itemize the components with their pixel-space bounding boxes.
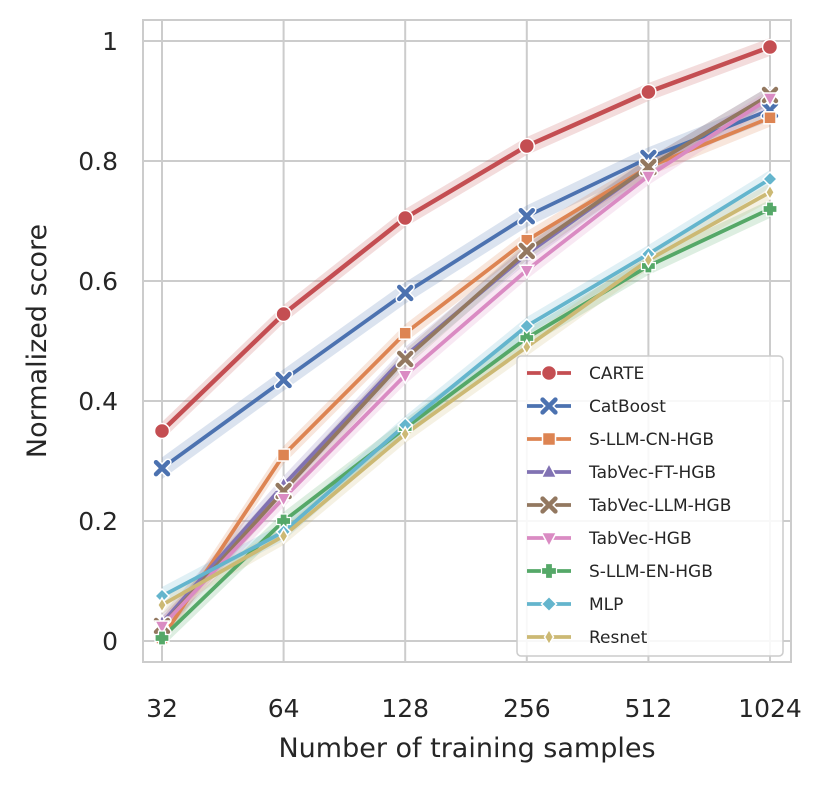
x-marker-stroke <box>540 397 558 415</box>
data-point <box>517 206 537 226</box>
data-point <box>643 251 654 269</box>
x-tick-label: 256 <box>503 694 551 723</box>
data-point <box>761 92 779 108</box>
x-tick-label: 128 <box>381 694 429 723</box>
series-line <box>160 115 772 640</box>
data-point <box>540 531 558 549</box>
data-point <box>152 458 172 478</box>
legend-label: S-LLM-EN-HGB <box>589 562 713 582</box>
data-point <box>762 201 778 217</box>
x-marker-stroke <box>518 208 535 225</box>
legend-label: CARTE <box>589 364 644 384</box>
legend-label: TabVec-LLM-HGB <box>588 496 731 516</box>
data-point <box>540 562 558 580</box>
x-marker-stroke <box>275 371 292 389</box>
data-point <box>273 370 294 390</box>
data-point <box>400 425 411 443</box>
x-tick-label: 32 <box>146 694 178 723</box>
data-point <box>540 461 558 479</box>
confidence-band <box>162 38 770 440</box>
data-point <box>543 628 555 646</box>
data-point <box>640 83 657 101</box>
data-point <box>395 283 415 303</box>
data-point <box>154 630 170 646</box>
x-tick-label: 512 <box>625 694 673 723</box>
data-point <box>521 338 532 356</box>
x-marker-stroke <box>153 460 171 477</box>
data-point <box>518 317 535 335</box>
data-point <box>395 349 415 369</box>
x-marker-stroke <box>518 242 535 260</box>
legend-label: S-LLM-CN-HGB <box>589 430 714 450</box>
series-markers <box>152 38 780 646</box>
confidence-band <box>162 200 770 647</box>
data-point <box>763 111 777 125</box>
legend-label: TabVec-FT-HGB <box>588 463 716 483</box>
x-marker-stroke <box>540 496 558 514</box>
x-marker-stroke <box>397 350 414 368</box>
data-point <box>538 494 560 516</box>
legend-label: TabVec-HGB <box>588 529 692 549</box>
data-point <box>396 209 414 227</box>
data-point <box>518 264 536 280</box>
data-point <box>398 326 412 340</box>
y-tick-label: 0.8 <box>78 147 118 176</box>
y-tick-label: 0.4 <box>78 387 118 416</box>
x-tick-label: 64 <box>268 694 300 723</box>
y-tick-label: 0.6 <box>78 267 118 296</box>
y-axis-title: Normalized score <box>22 224 53 458</box>
x-tick-labels: 32 64 128 256 512 1024 <box>146 694 802 723</box>
data-point <box>761 38 779 56</box>
series-line <box>160 93 772 628</box>
data-point <box>275 305 292 323</box>
y-tick-labels: 0 0.2 0.4 0.6 0.8 1 <box>78 27 118 656</box>
series-lines <box>159 44 773 640</box>
data-point <box>541 431 557 447</box>
y-tick-label: 0.2 <box>78 507 118 536</box>
data-point <box>276 448 291 462</box>
series-line <box>160 96 772 628</box>
data-point <box>517 241 537 261</box>
series-line <box>159 44 773 434</box>
series-line <box>160 177 772 598</box>
x-axis-title: Number of training samples <box>278 733 655 764</box>
y-tick-label: 0 <box>102 627 118 656</box>
data-point <box>396 369 414 385</box>
data-point <box>153 620 171 636</box>
data-point <box>540 364 558 382</box>
data-point <box>518 137 536 155</box>
data-point <box>156 596 168 614</box>
legend-label: MLP <box>589 595 623 615</box>
legend: CARTE CatBoost S-LLM-CN-HGB TabVec-FT-HGB Ta… <box>516 355 784 657</box>
legend-label: CatBoost <box>589 397 666 417</box>
x-marker-stroke <box>397 284 414 302</box>
data-point <box>153 422 171 440</box>
data-point <box>278 527 289 545</box>
data-point <box>538 395 560 417</box>
data-point <box>640 170 657 186</box>
x-tick-label: 1024 <box>738 694 802 723</box>
legend-box <box>516 355 784 657</box>
series-line <box>160 108 772 471</box>
y-tick-label: 1 <box>102 27 118 56</box>
data-point <box>764 183 776 201</box>
legend-label: Resnet <box>589 628 648 648</box>
data-point <box>275 492 292 508</box>
series-line <box>160 190 772 607</box>
data-point <box>540 595 558 613</box>
